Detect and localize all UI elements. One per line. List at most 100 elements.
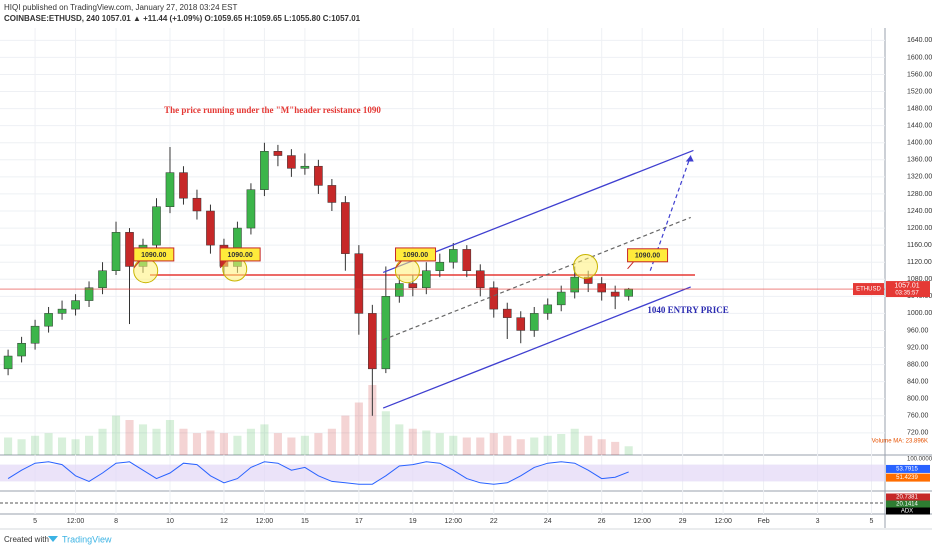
candle-body [489,287,499,310]
x-tick-label: 12:00 [633,518,651,525]
candle-body [529,313,539,331]
candle-body [246,189,256,229]
volume-bar [179,428,188,455]
candle-body [125,232,134,267]
candle-body [3,355,13,370]
x-tick-label: 29 [679,518,687,525]
callout-label: 1090.00 [141,252,166,259]
trendline [649,155,692,271]
volume-bar [138,424,148,455]
volume-bar [422,430,431,455]
candle-body [98,270,107,289]
volume-bar [354,402,363,455]
stoch-value-label: 51.4239 [896,475,918,481]
adx-value-label: 20.1414 [896,502,918,508]
stoch-value-box [886,464,930,473]
x-tick-label: 12 [220,518,228,525]
y-tick-label: 760.00 [907,413,929,420]
y-tick-label: 1400.00 [907,140,932,147]
candle-body [71,300,80,310]
volume-label: Volume MA: 23.896K [872,439,928,445]
candle-body [57,308,67,314]
x-tick-label: 26 [598,518,606,525]
price-box [886,281,930,298]
volume-bar [314,433,323,455]
volume-bar [476,437,485,455]
x-tick-label: 12:00 [445,518,463,525]
candle-body [260,151,269,190]
callout-pointer [133,260,141,269]
trendline [382,286,691,409]
candle-body [381,296,391,370]
candle-body [152,206,161,246]
candle-body [30,325,40,344]
volume-bar [611,441,620,455]
volume-bar [233,435,242,455]
callout-box [627,248,669,263]
y-tick-label: 960.00 [907,327,929,334]
adx-value-box [886,507,930,515]
volume-bar [98,428,107,455]
y-tick-label: 720.00 [907,430,929,437]
header-symbol: COINBASE:ETHUSD, 240 1057.01 ▲ +11.44 (+… [4,14,361,23]
x-tick-label: 8 [114,518,118,525]
candle-body [475,270,485,289]
highlight-circle [133,258,159,284]
y-tick-label: 1320.00 [907,174,932,181]
candle-body [448,249,458,263]
candle-body [422,270,431,289]
volume-bar [462,437,471,455]
y-tick-label: 920.00 [907,344,929,351]
x-tick-label: 24 [544,518,552,525]
footer-text: Created with [4,535,49,544]
volume-bar [408,428,417,455]
y-tick-label: 1440.00 [907,123,932,130]
volume-bar [584,435,593,455]
volume-bar [543,435,552,455]
adx-value-box [886,493,930,501]
x-tick-label: 12:00 [67,518,85,525]
candle-body [570,276,580,293]
volume-bar [368,385,377,455]
trendline [382,216,691,341]
stoch-tick-label: 100.0000 [907,457,932,463]
volume-bar [287,437,296,455]
candle-body [610,291,620,297]
volume-bar [165,420,175,455]
callout-label: 1090.00 [227,252,252,259]
callout-pointer [627,261,634,270]
volume-bar [192,433,202,455]
y-tick-label: 1600.00 [907,54,932,61]
y-tick-label: 1480.00 [907,105,932,112]
volume-bar [4,437,13,455]
footer-brand: TradingView [62,534,112,544]
candle-body [300,165,310,169]
candle-body [395,283,404,297]
candle-body [368,313,377,370]
x-tick-label: 22 [490,518,498,525]
y-tick-label: 1000.00 [907,310,932,317]
y-tick-label: 1200.00 [907,225,932,232]
callout-pointer [395,260,402,269]
candle-body [597,283,606,293]
volume-bar [219,433,228,455]
y-tick-label: 1080.00 [907,276,932,283]
symbol-box [853,283,884,296]
candle-body [341,202,350,254]
stoch-band [0,464,885,482]
candle-body [502,308,512,318]
callout-label: 1090.00 [635,253,660,260]
adx-value-box [886,500,930,508]
volume-bar [435,433,444,455]
highlight-circle [573,253,599,279]
volume-bar [597,439,606,455]
y-tick-label: 840.00 [907,378,929,385]
callout-pointer [219,260,227,269]
volume-bar [557,434,566,455]
volume-bar [381,411,390,455]
candle-body [327,185,337,203]
candle-body [44,313,53,327]
volume-bar [152,428,161,455]
volume-bar [570,428,579,455]
